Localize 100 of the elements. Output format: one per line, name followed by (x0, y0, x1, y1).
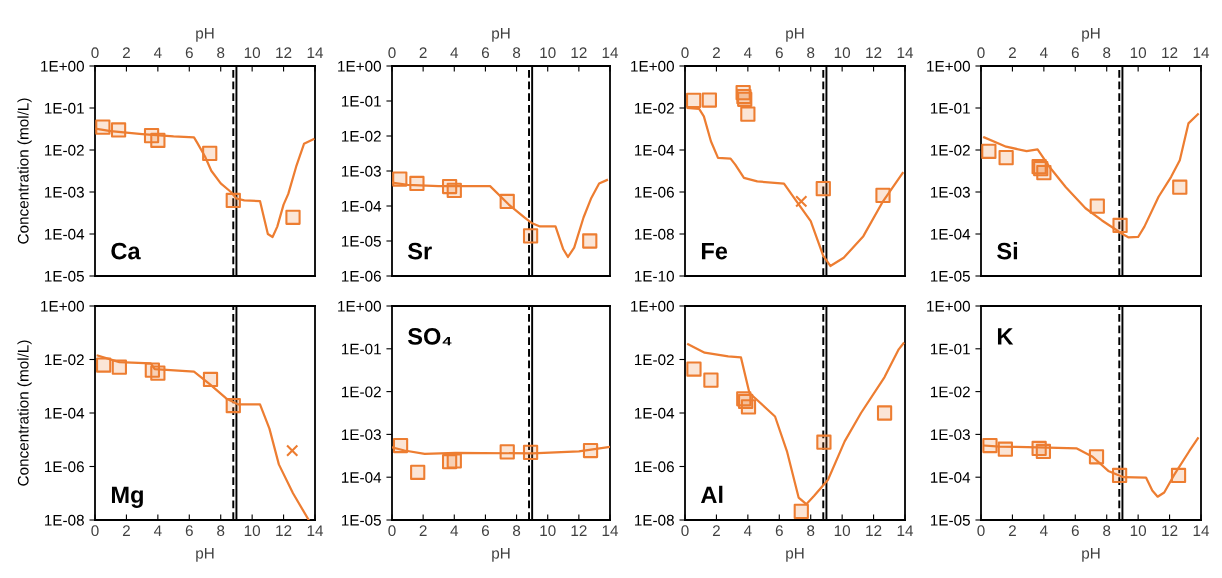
x-tick-label: 6 (481, 47, 490, 59)
x-axis-title: pH (492, 28, 510, 42)
x-tick-label: 4 (450, 525, 459, 536)
y-axis-title: Concentration (mol/L) (17, 340, 32, 486)
annotation: Al (700, 485, 723, 503)
x-tick-label: 0 (91, 47, 99, 59)
y-tick-label: 1E-03 (44, 186, 84, 198)
x-tick-label: 14 (307, 525, 324, 536)
y-tick-label: 1E+00 (41, 60, 84, 72)
x-tick-label: 14 (602, 525, 619, 536)
y-tick-label: 1E-01 (44, 102, 84, 114)
x-tick-label: 4 (1039, 47, 1048, 58)
annotation: Sr (407, 242, 432, 260)
x-axis-title: pH (1082, 28, 1100, 42)
y-tick-label: 1E-08 (44, 514, 84, 526)
annotation: K (997, 328, 1014, 345)
y-tick-label: 1E+00 (631, 300, 674, 312)
x-tick-label: 2 (712, 525, 720, 536)
y-tick-label: 1E-04 (634, 407, 675, 419)
x-tick-label: 4 (153, 525, 162, 536)
x-tick-label: 8 (1103, 525, 1111, 537)
y-tick-label: 1E-02 (341, 130, 381, 142)
y-tick-label: 1E-02 (634, 354, 674, 366)
x-tick-label: 10 (540, 525, 556, 537)
x-tick-label: 6 (775, 525, 783, 537)
x-axis-title: pH (492, 548, 510, 562)
y-tick-label: 1E-05 (341, 235, 381, 247)
x-tick-label: 12 (866, 47, 882, 58)
x-tick-label: 12 (1162, 525, 1178, 536)
y-tick-label: 1E-05 (930, 270, 970, 282)
x-tick-label: 2 (419, 47, 427, 58)
x-tick-label: 0 (681, 525, 689, 537)
x-tick-label: 0 (681, 47, 689, 59)
x-tick-label: 4 (743, 525, 752, 536)
x-axis-title: pH (196, 28, 214, 42)
y-tick-label: 1E-03 (341, 165, 381, 177)
x-tick-label: 12 (1162, 47, 1178, 58)
y-tick-label: 1E-04 (634, 144, 675, 156)
x-tick-label: 0 (977, 47, 985, 59)
x-axis-title: pH (786, 548, 804, 562)
x-axis-title: pH (1082, 548, 1100, 562)
y-tick-label: 1E-04 (44, 407, 85, 419)
x-tick-label: 10 (540, 47, 556, 59)
x-tick-label: 6 (185, 525, 193, 537)
x-tick-label: 14 (307, 47, 324, 58)
y-tick-label: 1E-10 (634, 270, 674, 282)
y-tick-label: 1E-01 (930, 102, 970, 114)
y-tick-label: 1E-01 (930, 343, 970, 355)
x-tick-label: 6 (185, 47, 193, 59)
annotation: Ca (111, 242, 141, 260)
annotation: Mg (111, 486, 143, 508)
x-tick-label: 0 (388, 525, 396, 537)
y-tick-label: 1E+00 (631, 60, 674, 72)
x-tick-label: 12 (866, 525, 882, 536)
y-tick-label: 1E-02 (341, 386, 381, 398)
x-tick-label: 12 (571, 525, 587, 536)
y-tick-label: 1E-05 (930, 514, 970, 526)
y-tick-label: 1E-02 (634, 102, 674, 114)
x-tick-label: 10 (1130, 47, 1147, 59)
y-tick-label: 1E-02 (44, 354, 84, 366)
x-tick-label: 4 (743, 47, 752, 58)
x-tick-label: 0 (91, 525, 99, 537)
x-tick-label: 14 (602, 47, 619, 58)
y-tick-label: 1E-04 (930, 472, 971, 483)
x-axis-title: pH (196, 548, 214, 562)
x-tick-label: 6 (1071, 47, 1079, 59)
y-tick-label: 1E+00 (338, 60, 381, 72)
x-tick-label: 12 (276, 47, 292, 58)
y-tick-label: 1E-04 (341, 472, 382, 483)
annotation: Si (997, 242, 1018, 260)
x-tick-label: 10 (1130, 525, 1147, 537)
x-tick-label: 10 (244, 47, 261, 59)
y-tick-label: 1E-04 (44, 228, 85, 240)
y-tick-label: 1E-06 (634, 186, 674, 198)
y-tick-label: 1E-05 (341, 514, 381, 526)
annotation: Fe (701, 242, 728, 260)
x-tick-label: 12 (276, 525, 292, 536)
y-tick-label: 1E+00 (927, 60, 970, 72)
y-tick-label: 1E+00 (338, 300, 381, 312)
x-tick-label: 14 (897, 47, 914, 58)
y-tick-label: 1E-03 (930, 186, 970, 198)
y-tick-label: 1E-04 (341, 200, 382, 212)
x-tick-label: 2 (712, 47, 720, 58)
x-tick-label: 8 (512, 525, 521, 537)
x-axis-title: pH (786, 28, 804, 42)
x-tick-label: 0 (388, 47, 396, 59)
x-tick-label: 2 (1008, 47, 1016, 58)
x-tick-label: 14 (1193, 525, 1210, 536)
x-tick-label: 2 (122, 47, 130, 58)
annotation: SO₄ (407, 328, 452, 346)
y-tick-label: 1E-03 (930, 429, 970, 441)
x-tick-label: 4 (450, 47, 459, 58)
x-tick-label: 8 (217, 47, 225, 59)
x-tick-label: 8 (217, 525, 225, 537)
x-tick-label: 8 (1103, 47, 1111, 59)
x-tick-label: 2 (419, 525, 427, 536)
y-tick-label: 1E+00 (927, 300, 970, 312)
x-tick-label: 10 (834, 47, 851, 59)
y-tick-label: 1E-05 (44, 270, 84, 282)
x-tick-label: 0 (977, 525, 985, 537)
